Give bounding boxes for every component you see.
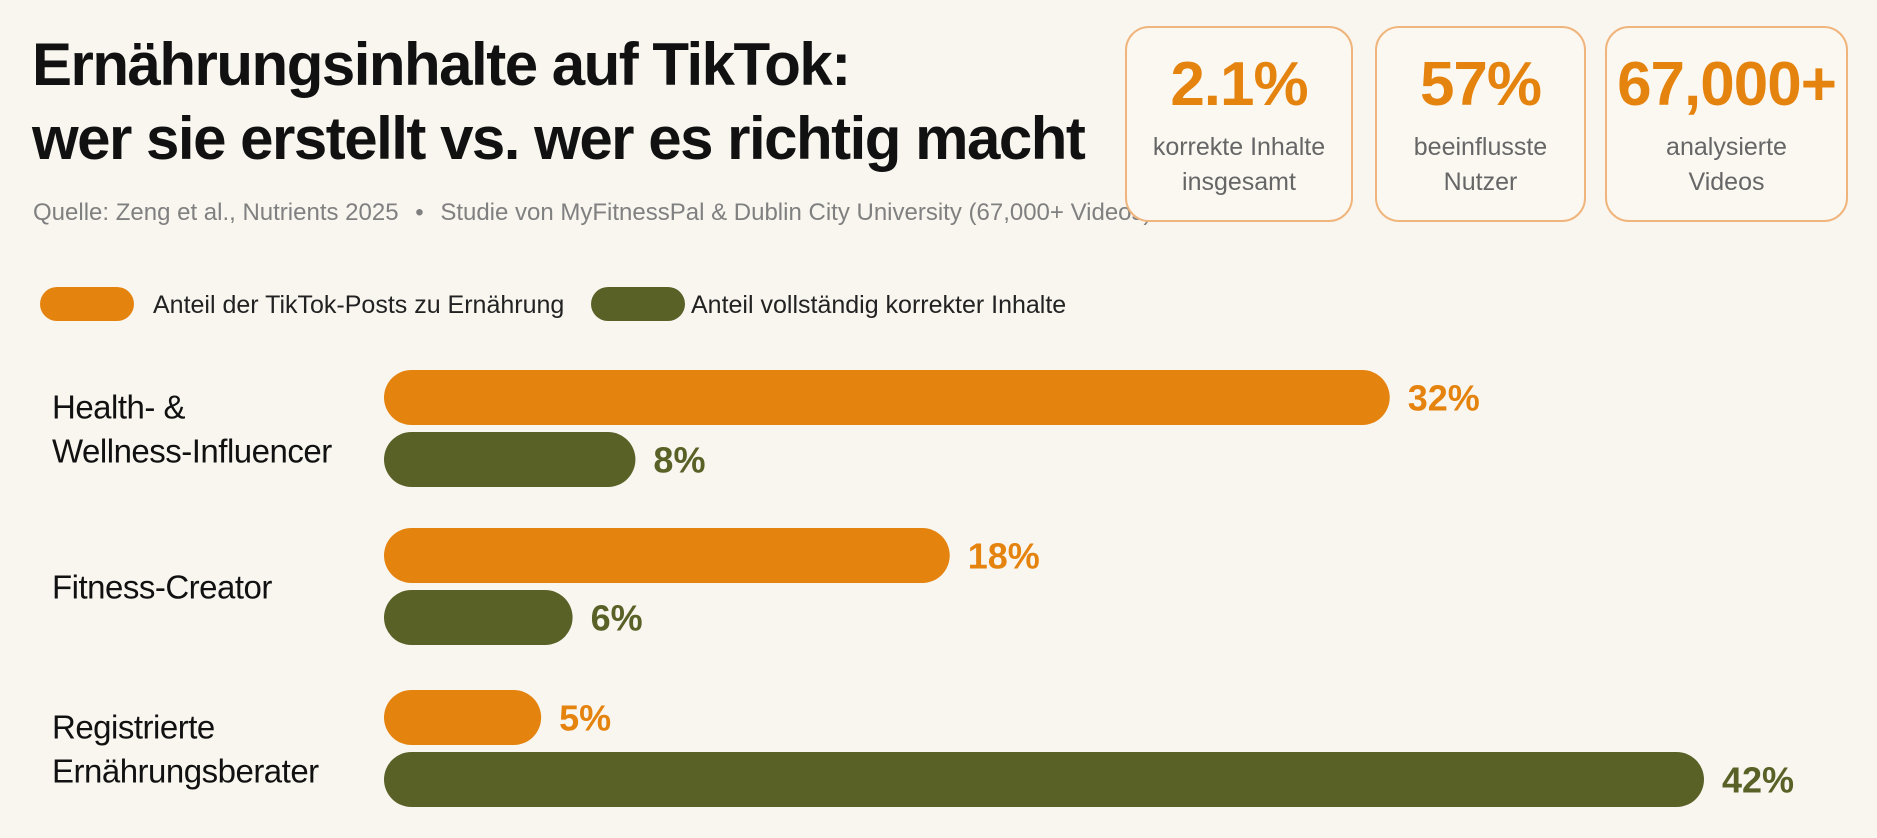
source-study: Studie von MyFitnessPal & Dublin City Un… [440,199,1152,226]
data-label: 8% [653,440,705,481]
legend-label-correct: Anteil vollständig korrekter Inhalte [691,291,1067,319]
source-reference: Zeng et al., Nutrients 2025 [115,199,399,226]
source-label: Quelle: [33,199,110,226]
category-label: Health- & [52,389,186,426]
stat-label: beeinflusste Nutzer [1377,130,1584,200]
category-label: Wellness-Influencer [52,433,332,470]
title-line-2: wer sie erstellt vs. wer es richtig mach… [32,105,1086,172]
stat-label-line-2: Nutzer [1443,168,1518,196]
category-label: Ernährungsberater [52,753,319,790]
title-line-1: Ernährungsinhalte auf TikTok: [32,31,851,98]
chart-title: Ernährungsinhalte auf TikTok: wer sie er… [32,28,1086,176]
legend-label-posts: Anteil der TikTok-Posts zu Ernährung [153,291,565,319]
stat-label-line-2: insgesamt [1182,168,1296,196]
stat-card-affected-users: 57% beeinflusste Nutzer [1375,26,1586,222]
stat-value: 67,000+ [1617,50,1837,119]
stat-label: analysierte Videos [1607,130,1846,200]
stat-label-line-1: beeinflusste [1413,133,1548,161]
stat-value: 2.1% [1170,50,1308,119]
source-separator: • [415,199,424,226]
stat-card-correct-content: 2.1% korrekte Inhalte insgesamt [1125,26,1353,222]
category-label: Registrierte [52,709,215,746]
stat-label-line-1: analysierte [1666,133,1787,161]
bar-correct [384,752,1704,807]
stat-value: 57% [1419,50,1542,119]
data-label: 6% [591,598,643,639]
stat-label-line-1: korrekte Inhalte [1152,133,1326,161]
data-label: 32% [1408,378,1480,419]
category-label: Fitness-Creator [52,569,272,606]
bar-correct [384,432,636,487]
bar-posts [384,528,950,583]
legend-swatch-posts [40,287,134,321]
data-label: 18% [968,536,1040,577]
data-label: 42% [1722,760,1794,801]
stat-card-analyzed-videos: 67,000+ analysierte Videos [1605,26,1848,222]
stat-label: korrekte Inhalte insgesamt [1127,130,1351,200]
source-line: Quelle: Zeng et al., Nutrients 2025 • St… [33,199,1152,227]
bar-posts [384,690,542,745]
legend-swatch-correct [591,287,685,321]
bar-correct [384,590,573,645]
bar-posts [384,370,1390,425]
data-label: 5% [559,698,611,739]
stat-label-line-2: Videos [1688,168,1765,196]
